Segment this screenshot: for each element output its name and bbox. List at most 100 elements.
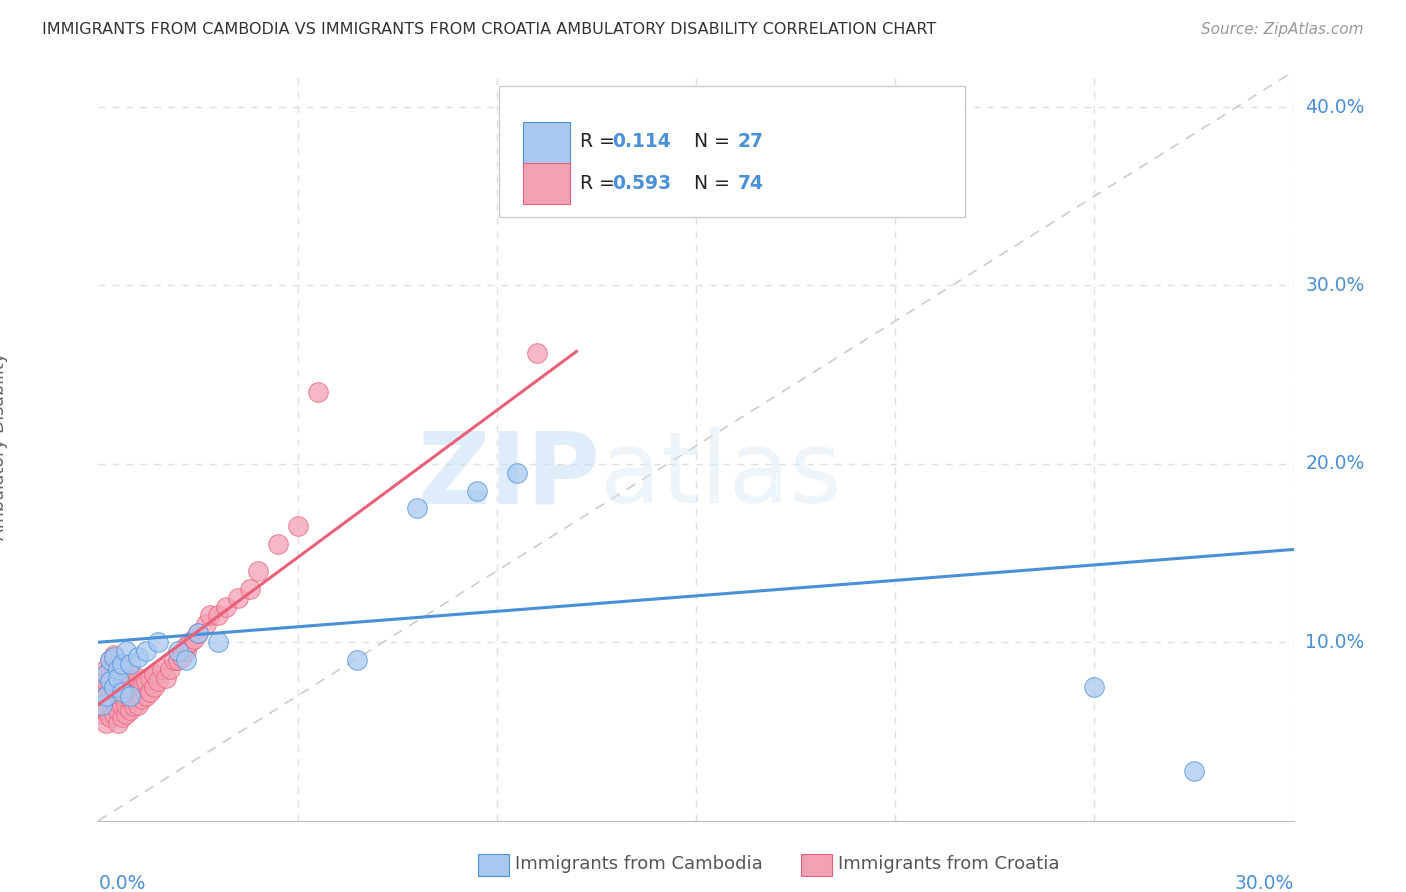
- Point: [120, 703, 142, 717]
- Text: R =: R =: [581, 132, 621, 152]
- Point: [307, 385, 329, 400]
- Point: [148, 635, 170, 649]
- Point: [98, 653, 122, 667]
- Text: R =: R =: [581, 174, 621, 194]
- Point: [127, 685, 149, 699]
- Text: atlas: atlas: [600, 427, 842, 524]
- FancyBboxPatch shape: [523, 162, 571, 204]
- Point: [226, 591, 249, 605]
- Point: [98, 685, 122, 699]
- Point: [406, 501, 429, 516]
- Text: 0.0%: 0.0%: [98, 874, 146, 892]
- Point: [107, 692, 129, 706]
- Point: [187, 626, 209, 640]
- Point: [98, 674, 122, 689]
- Point: [103, 694, 125, 708]
- Point: [139, 685, 162, 699]
- Text: 30.0%: 30.0%: [1306, 276, 1365, 295]
- Point: [163, 653, 186, 667]
- Point: [96, 667, 118, 681]
- Point: [103, 706, 125, 721]
- Point: [131, 680, 153, 694]
- Point: [179, 635, 201, 649]
- Point: [135, 674, 157, 689]
- Point: [187, 626, 209, 640]
- Point: [107, 671, 129, 685]
- Point: [107, 703, 129, 717]
- Point: [159, 662, 181, 676]
- Point: [195, 617, 218, 632]
- Point: [1083, 680, 1105, 694]
- Point: [155, 671, 177, 685]
- Text: 74: 74: [738, 174, 763, 194]
- Text: 0.114: 0.114: [613, 132, 671, 152]
- Point: [98, 662, 122, 676]
- Point: [127, 698, 149, 712]
- Point: [91, 698, 114, 712]
- Point: [98, 698, 122, 712]
- Point: [107, 657, 129, 671]
- Point: [103, 658, 125, 673]
- Point: [111, 685, 134, 699]
- Point: [198, 608, 221, 623]
- Text: N =: N =: [682, 174, 735, 194]
- Point: [103, 671, 125, 685]
- Point: [207, 635, 229, 649]
- Point: [174, 639, 197, 653]
- Point: [96, 703, 118, 717]
- Point: [174, 653, 197, 667]
- Point: [120, 657, 142, 671]
- Point: [98, 710, 122, 724]
- Point: [111, 676, 134, 690]
- Point: [98, 653, 122, 667]
- Point: [91, 692, 114, 706]
- Text: IMMIGRANTS FROM CAMBODIA VS IMMIGRANTS FROM CROATIA AMBULATORY DISABILITY CORREL: IMMIGRANTS FROM CAMBODIA VS IMMIGRANTS F…: [42, 22, 936, 37]
- Point: [172, 649, 194, 664]
- Point: [167, 644, 190, 658]
- Point: [127, 671, 149, 685]
- Text: ZIP: ZIP: [418, 427, 600, 524]
- Point: [143, 680, 166, 694]
- Point: [120, 680, 142, 694]
- Point: [465, 483, 488, 498]
- Text: 0.593: 0.593: [613, 174, 672, 194]
- Point: [135, 689, 157, 703]
- Point: [127, 649, 149, 664]
- FancyBboxPatch shape: [499, 87, 965, 218]
- Point: [174, 644, 197, 658]
- Point: [526, 346, 548, 360]
- Point: [96, 662, 118, 676]
- FancyBboxPatch shape: [523, 122, 571, 163]
- Point: [98, 674, 122, 689]
- Point: [239, 582, 262, 596]
- Text: Source: ZipAtlas.com: Source: ZipAtlas.com: [1201, 22, 1364, 37]
- Point: [135, 644, 157, 658]
- Point: [96, 689, 118, 703]
- Point: [267, 537, 290, 551]
- Point: [139, 671, 162, 685]
- Point: [115, 685, 138, 699]
- Text: 30.0%: 30.0%: [1234, 874, 1294, 892]
- Text: 10.0%: 10.0%: [1306, 632, 1365, 652]
- Point: [107, 680, 129, 694]
- Point: [96, 715, 118, 730]
- Point: [131, 692, 153, 706]
- Point: [103, 683, 125, 698]
- Point: [115, 706, 138, 721]
- Point: [111, 665, 134, 680]
- Point: [111, 689, 134, 703]
- Point: [150, 662, 173, 676]
- Point: [111, 657, 134, 671]
- Point: [346, 653, 368, 667]
- Point: [107, 662, 129, 676]
- Text: Immigrants from Cambodia: Immigrants from Cambodia: [515, 855, 762, 873]
- Text: 20.0%: 20.0%: [1306, 454, 1365, 474]
- Point: [1182, 764, 1205, 778]
- Point: [115, 673, 138, 687]
- Point: [183, 632, 205, 646]
- Point: [120, 692, 142, 706]
- Point: [103, 649, 125, 664]
- Text: Immigrants from Croatia: Immigrants from Croatia: [838, 855, 1060, 873]
- Point: [107, 715, 129, 730]
- Text: N =: N =: [682, 132, 735, 152]
